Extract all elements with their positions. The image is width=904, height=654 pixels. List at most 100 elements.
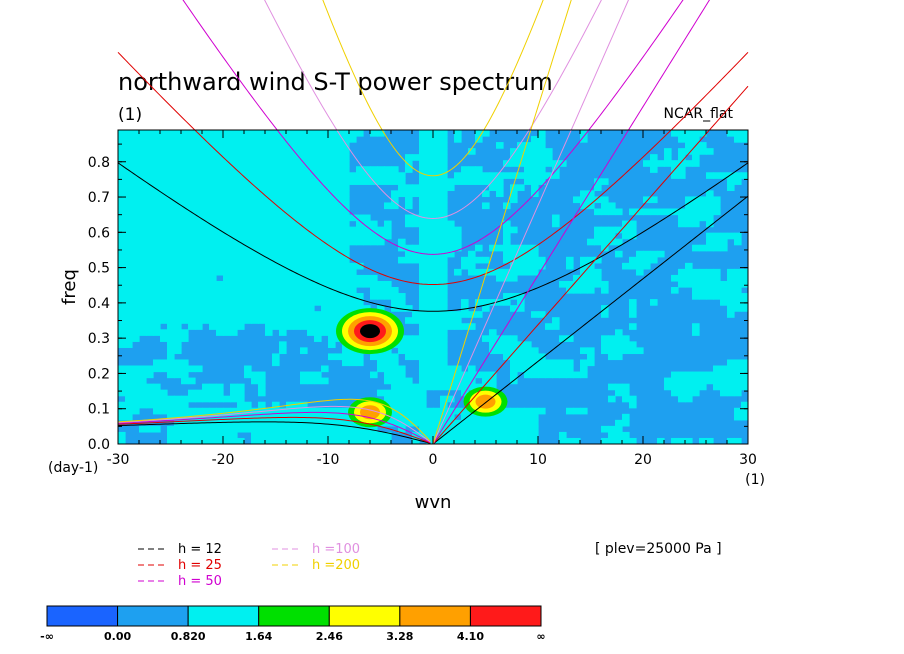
spectrum-cell — [286, 130, 294, 137]
spectrum-cell — [279, 425, 287, 433]
spectrum-cell — [314, 377, 322, 385]
spectrum-cell — [153, 389, 161, 397]
spectrum-cell — [314, 202, 322, 210]
spectrum-cell — [510, 341, 518, 348]
spectrum-cell — [328, 335, 336, 342]
spectrum-cell — [426, 184, 434, 191]
spectrum-cell — [706, 190, 714, 198]
spectrum-cell — [608, 347, 616, 355]
spectrum-cell — [398, 407, 406, 415]
spectrum-cell — [440, 136, 448, 143]
spectrum-cell — [727, 268, 735, 276]
spectrum-cell — [685, 371, 693, 379]
spectrum-cell — [223, 329, 231, 336]
spectrum-cell — [426, 220, 434, 228]
spectrum-cell — [167, 256, 175, 264]
spectrum-cell — [293, 299, 301, 306]
spectrum-cell — [118, 250, 126, 258]
spectrum-cell — [286, 184, 294, 191]
spectrum-cell — [713, 208, 721, 216]
spectrum-cell — [524, 359, 532, 367]
spectrum-cell — [251, 413, 259, 421]
spectrum-cell — [727, 130, 735, 137]
spectrum-cell — [349, 136, 357, 143]
spectrum-cell — [251, 208, 259, 216]
spectrum-cell — [349, 293, 357, 300]
spectrum-cell — [524, 178, 532, 185]
spectrum-cell — [174, 437, 182, 444]
spectrum-cell — [307, 329, 315, 336]
spectrum-cell — [300, 184, 308, 191]
spectrum-cell — [202, 238, 210, 246]
spectrum-cell — [265, 280, 273, 288]
spectrum-cell — [167, 202, 175, 210]
spectrum-cell — [685, 136, 693, 143]
spectrum-cell — [559, 359, 567, 367]
spectrum-cell — [265, 311, 273, 318]
spectrum-cell — [426, 190, 434, 198]
spectrum-cell — [496, 425, 504, 433]
spectrum-cell — [552, 323, 560, 330]
spectrum-cell — [279, 148, 287, 155]
spectrum-cell — [461, 299, 469, 306]
spectrum-cell — [433, 413, 441, 421]
spectrum-cell — [734, 413, 742, 421]
spectrum-cell — [251, 317, 259, 324]
spectrum-cell — [230, 274, 238, 282]
spectrum-cell — [272, 226, 280, 234]
spectrum-cell — [419, 347, 427, 355]
spectrum-cell — [209, 407, 217, 415]
spectrum-cell — [132, 190, 140, 198]
spectrum-cell — [160, 226, 168, 234]
spectrum-cell — [118, 365, 126, 373]
spectrum-cell — [454, 238, 462, 246]
spectrum-cell — [237, 148, 245, 155]
spectrum-cell — [293, 184, 301, 191]
spectrum-cell — [580, 274, 588, 282]
spectrum-cell — [209, 250, 217, 258]
spectrum-cell — [279, 238, 287, 246]
spectrum-cell — [412, 335, 420, 342]
spectrum-cell — [629, 437, 637, 444]
spectrum-cell — [272, 130, 280, 137]
spectrum-cell — [132, 389, 140, 397]
spectrum-cell — [398, 256, 406, 264]
spectrum-cell — [433, 142, 441, 149]
spectrum-cell — [531, 166, 539, 173]
spectrum-cell — [244, 287, 252, 294]
spectrum-cell — [727, 389, 735, 397]
spectrum-cell — [426, 413, 434, 421]
spectrum-cell — [433, 166, 441, 173]
spectrum-cell — [174, 431, 182, 439]
spectrum-cell — [524, 371, 532, 379]
spectrum-cell — [685, 377, 693, 385]
spectrum-cell — [188, 220, 196, 228]
spectrum-cell — [216, 142, 224, 149]
spectrum-cell — [461, 371, 469, 379]
spectrum-cell — [594, 232, 602, 240]
spectrum-cell — [552, 317, 560, 324]
spectrum-cell — [293, 287, 301, 294]
spectrum-cell — [734, 437, 742, 444]
spectrum-cell — [692, 244, 700, 252]
spectrum-cell — [146, 299, 154, 306]
spectrum-cell — [125, 293, 133, 300]
spectrum-cell — [440, 425, 448, 433]
spectrum-cell — [328, 166, 336, 173]
spectrum-cell — [356, 431, 364, 439]
spectrum-cell — [391, 365, 399, 373]
spectrum-cell — [258, 437, 266, 444]
spectrum-cell — [125, 341, 133, 348]
spectrum-cell — [615, 389, 623, 397]
spectrum-cell — [293, 208, 301, 216]
spectrum-cell — [496, 172, 504, 179]
spectrum-cell — [314, 317, 322, 324]
spectrum-cell — [461, 311, 469, 318]
spectrum-cell — [237, 178, 245, 185]
spectrum-cell — [419, 425, 427, 433]
spectrum-cell — [118, 178, 126, 185]
spectrum-cell — [699, 268, 707, 276]
spectrum-cell — [440, 329, 448, 336]
spectrum-cell — [475, 371, 483, 379]
gravity-branch — [322, 0, 544, 177]
